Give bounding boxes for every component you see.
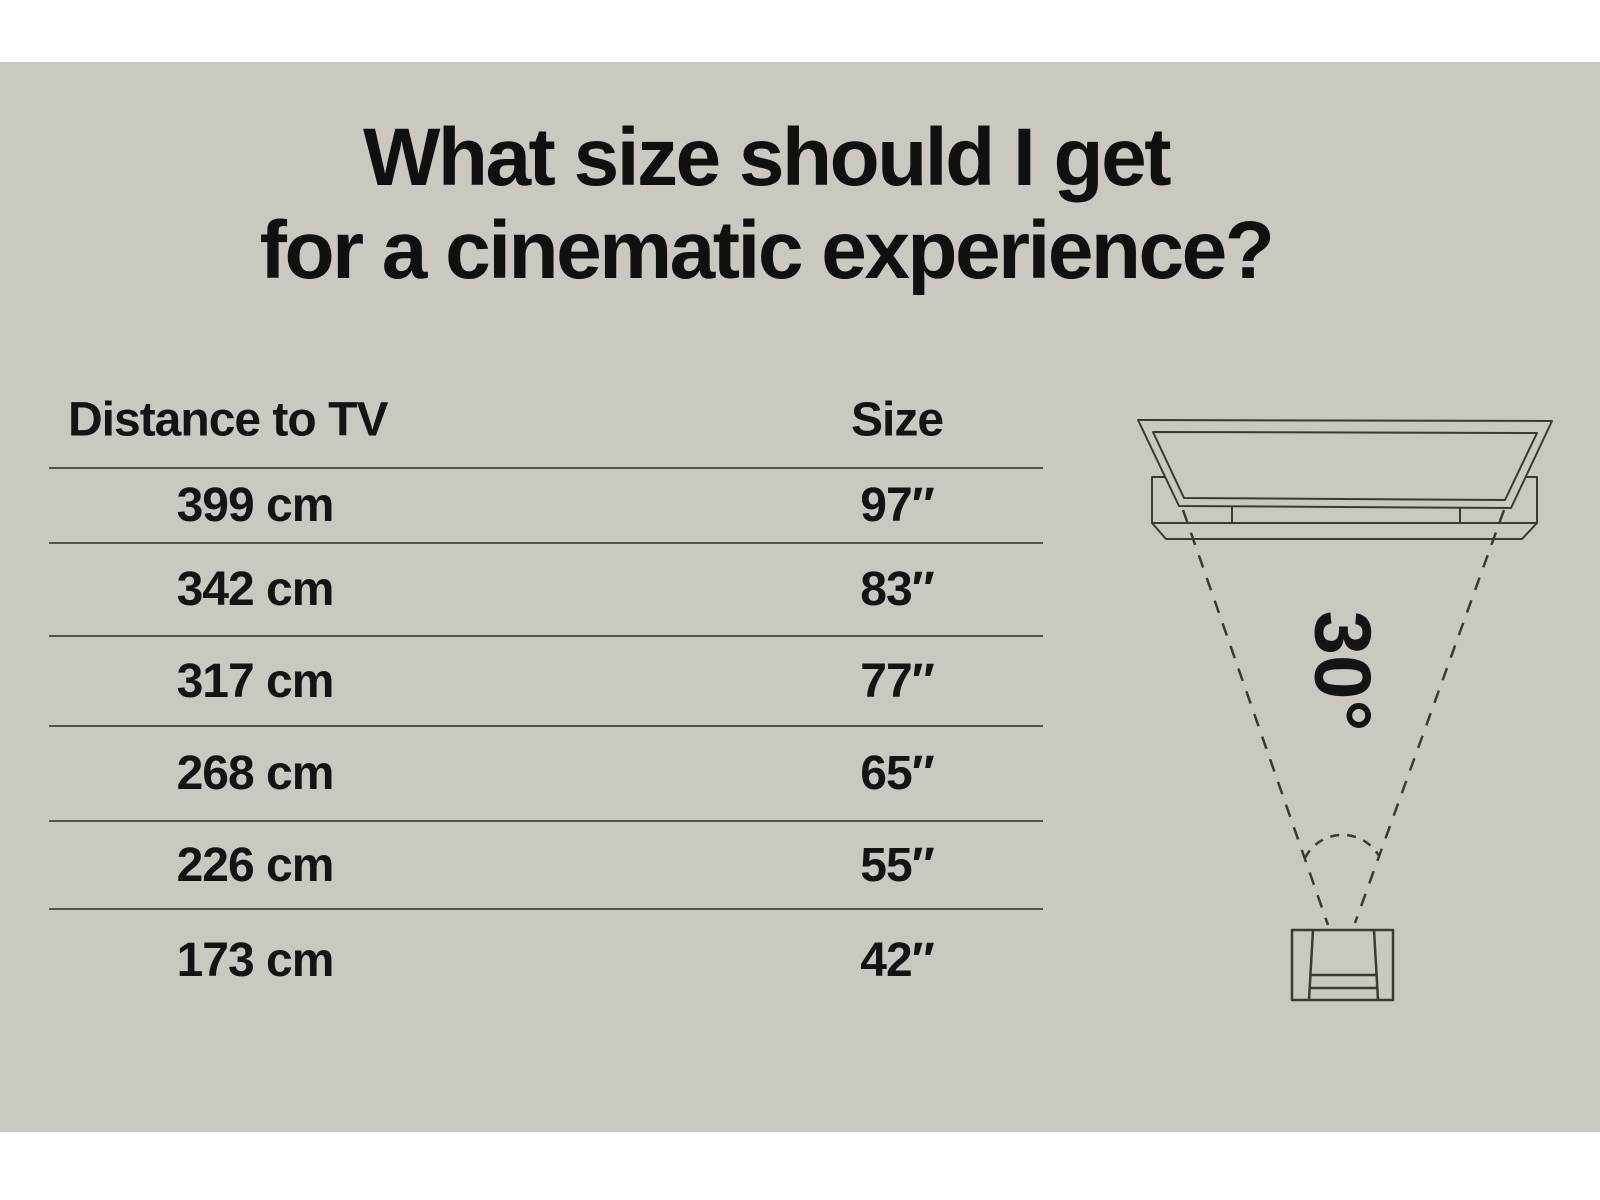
tv-icon: [1137, 419, 1553, 523]
table-row: 399 cm 97″: [49, 469, 1043, 544]
table-row: 268 cm 65″: [49, 727, 1043, 822]
size-value: 65″: [860, 747, 934, 800]
viewing-angle-label: 30°: [1299, 611, 1388, 732]
viewing-cone-lines: [1181, 509, 1506, 926]
size-value: 97″: [860, 479, 934, 532]
column-header-size: Size: [850, 393, 944, 446]
distance-value: 342 cm: [176, 563, 335, 616]
table-row: 342 cm 83″: [49, 544, 1043, 637]
table-row: 226 cm 55″: [49, 822, 1043, 910]
distance-value: 226 cm: [176, 838, 335, 892]
page-title-line-2: for a cinematic experience?: [259, 204, 1275, 296]
viewing-angle-diagram: 30°: [1137, 419, 1553, 1002]
armchair-icon: [1290, 928, 1395, 1002]
size-table: Distance to TV Size 399 cm 97″ 342 cm 83…: [49, 372, 1043, 1010]
table-header-row: Distance to TV Size: [49, 372, 1043, 469]
size-value: 42″: [860, 933, 934, 987]
distance-value: 317 cm: [176, 654, 335, 708]
gray-canvas: [0, 62, 1600, 1132]
size-value: 77″: [860, 654, 934, 708]
distance-value: 268 cm: [176, 747, 335, 800]
distance-value: 173 cm: [176, 933, 335, 987]
size-value: 83″: [860, 563, 934, 616]
size-value: 55″: [860, 838, 934, 892]
distance-value: 399 cm: [176, 479, 335, 532]
page-title: What size should I get for a cinematic e…: [0, 112, 1532, 297]
table-row: 173 cm 42″: [49, 910, 1043, 1010]
page-title-line-1: What size should I get: [362, 112, 1172, 203]
table-row: 317 cm 77″: [49, 637, 1043, 727]
column-header-distance: Distance to TV: [68, 393, 388, 446]
